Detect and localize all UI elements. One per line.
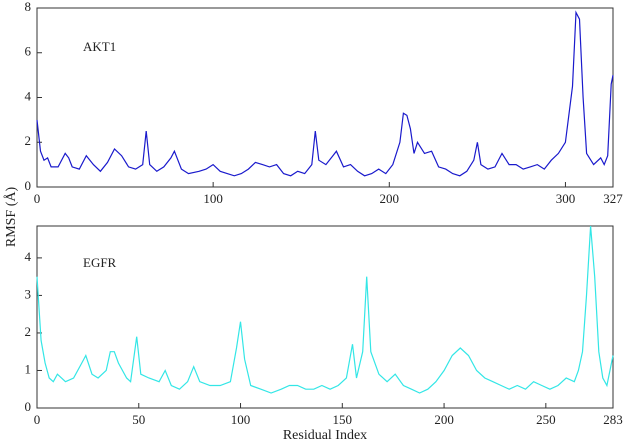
x-tick-label: 0 bbox=[34, 412, 41, 427]
x-tick-label: 150 bbox=[333, 412, 353, 427]
y-tick-label: 4 bbox=[25, 88, 32, 103]
x-axis-label: Residual Index bbox=[283, 428, 367, 443]
panel-label: EGFR bbox=[83, 255, 117, 270]
plot-frame bbox=[36, 225, 614, 409]
panel-label: AKT1 bbox=[83, 39, 116, 54]
x-tick-label: 200 bbox=[434, 412, 454, 427]
y-tick-label: 4 bbox=[25, 249, 32, 264]
y-tick-label: 2 bbox=[25, 133, 32, 148]
x-tick-label: 250 bbox=[536, 412, 556, 427]
x-tick-label: 100 bbox=[203, 191, 223, 206]
rmsf-line bbox=[36, 10, 614, 177]
y-tick-label: 0 bbox=[25, 178, 32, 193]
y-tick-label: 2 bbox=[25, 324, 32, 339]
y-tick-label: 8 bbox=[25, 0, 32, 14]
x-tick-label: 100 bbox=[231, 412, 251, 427]
y-tick-label: 1 bbox=[25, 361, 32, 376]
plot-frame bbox=[36, 7, 614, 188]
x-tick-label: 327 bbox=[603, 191, 623, 206]
y-axis-label: RMSF (Å) bbox=[3, 187, 19, 248]
x-tick-label: 50 bbox=[132, 412, 145, 427]
rmsf-line bbox=[36, 225, 614, 394]
x-tick-label: 283 bbox=[603, 412, 623, 427]
y-tick-label: 0 bbox=[25, 399, 32, 414]
x-tick-label: 200 bbox=[380, 191, 400, 206]
x-tick-label: 300 bbox=[556, 191, 576, 206]
y-tick-label: 3 bbox=[25, 286, 32, 301]
y-tick-label: 6 bbox=[25, 44, 32, 59]
x-tick-label: 0 bbox=[34, 191, 41, 206]
